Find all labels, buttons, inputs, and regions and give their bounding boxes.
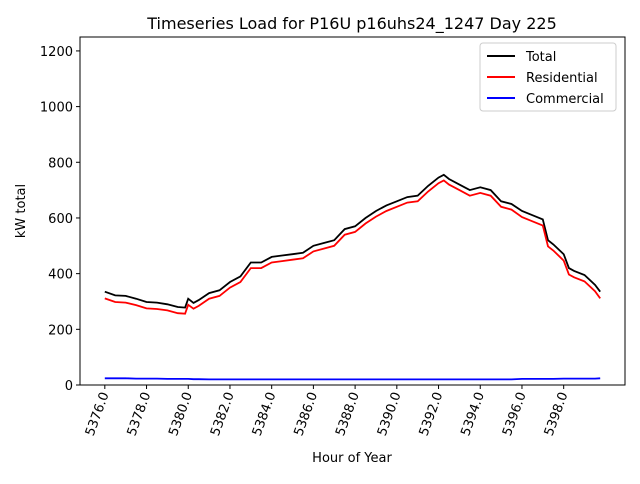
y-axis-label: kW total [14,184,29,238]
y-tick-label: 0 [65,379,73,394]
legend-commercial-label: Commercial [526,92,604,107]
axes-frame [79,36,626,386]
legend-box [479,42,617,112]
x-tick-label: 5398.0 [542,390,572,438]
legend-residential-label: Residential [526,71,598,86]
y-tick-label: 1200 [40,45,73,60]
series-line-total [104,173,601,309]
x-tick-label: 5382.0 [208,390,238,438]
x-tick-label: 5394.0 [458,390,488,438]
legend: Total Residential Commercial [479,42,617,112]
legend-total-label: Total [525,50,556,65]
x-tick-label: 5396.0 [500,390,530,438]
y-tick-label: 1000 [40,101,73,116]
x-tick-label: 5392.0 [417,390,447,438]
x-tick-label: 5388.0 [333,390,363,438]
x-tick-label: 5378.0 [125,390,155,438]
y-tick-label: 200 [48,323,73,338]
y-tick-label: 800 [48,156,73,171]
x-axis-label: Hour of Year [312,451,392,466]
y-axis-ticks: 0 200 400 600 800 1000 1200 [40,45,80,394]
series-line-residential [104,179,601,315]
x-tick-label: 5376.0 [83,390,113,438]
x-tick-label: 5390.0 [375,390,405,438]
x-tick-label: 5384.0 [250,390,280,438]
y-tick-label: 600 [48,212,73,227]
x-axis-ticks: 5376.0 5378.0 5380.0 5382.0 5384.0 5386.0 5388… [83,385,572,438]
y-tick-label: 400 [48,268,73,283]
x-tick-label: 5380.0 [166,390,196,438]
x-tick-label: 5386.0 [291,390,321,438]
chart-title: Timeseries Load for P16U p16uhs24_1247 D… [146,14,557,34]
plot-lines [104,173,601,381]
series-line-commercial [104,377,601,381]
